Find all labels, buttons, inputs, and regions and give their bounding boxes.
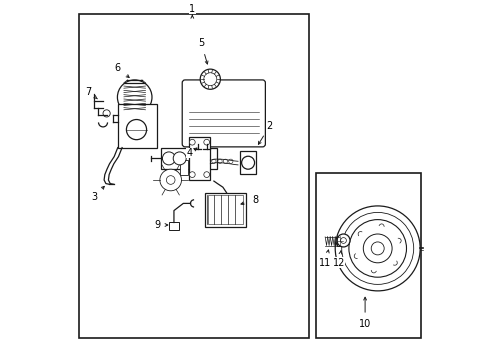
Circle shape	[200, 69, 220, 89]
Bar	[168, 222, 179, 230]
Circle shape	[126, 120, 146, 140]
Text: 5: 5	[198, 38, 204, 48]
Circle shape	[160, 169, 181, 191]
Bar	[208, 195, 242, 224]
Text: 9: 9	[154, 220, 160, 230]
Polygon shape	[316, 173, 420, 338]
Circle shape	[348, 220, 406, 277]
Circle shape	[203, 172, 209, 177]
Circle shape	[189, 139, 195, 145]
Circle shape	[166, 176, 175, 184]
Circle shape	[363, 234, 391, 263]
Circle shape	[340, 238, 346, 243]
Circle shape	[241, 156, 254, 169]
Text: 2: 2	[266, 121, 272, 131]
Text: 11: 11	[318, 258, 330, 268]
Circle shape	[336, 234, 349, 247]
Text: 8: 8	[252, 195, 258, 205]
FancyBboxPatch shape	[182, 80, 265, 147]
Text: 4: 4	[186, 148, 192, 158]
Circle shape	[341, 212, 413, 284]
Circle shape	[103, 110, 110, 117]
Bar	[118, 104, 157, 148]
Bar	[336, 236, 343, 246]
Circle shape	[211, 159, 216, 163]
Bar	[180, 160, 188, 175]
Circle shape	[162, 152, 175, 165]
Circle shape	[218, 159, 222, 163]
Circle shape	[117, 80, 152, 114]
Circle shape	[228, 159, 232, 163]
Circle shape	[203, 139, 209, 145]
Circle shape	[203, 73, 216, 86]
Circle shape	[335, 206, 419, 291]
Text: 10: 10	[358, 319, 370, 329]
Circle shape	[223, 159, 227, 163]
Text: 3: 3	[91, 192, 97, 202]
Circle shape	[173, 152, 186, 165]
Bar	[240, 151, 256, 174]
Text: 12: 12	[332, 258, 345, 268]
Circle shape	[189, 172, 195, 177]
Polygon shape	[79, 14, 309, 338]
Circle shape	[370, 242, 384, 255]
Bar	[204, 193, 246, 227]
Text: 6: 6	[115, 63, 121, 73]
Bar	[188, 137, 210, 180]
Bar	[161, 148, 216, 169]
Text: 7: 7	[84, 87, 91, 97]
Text: 1: 1	[189, 4, 195, 14]
